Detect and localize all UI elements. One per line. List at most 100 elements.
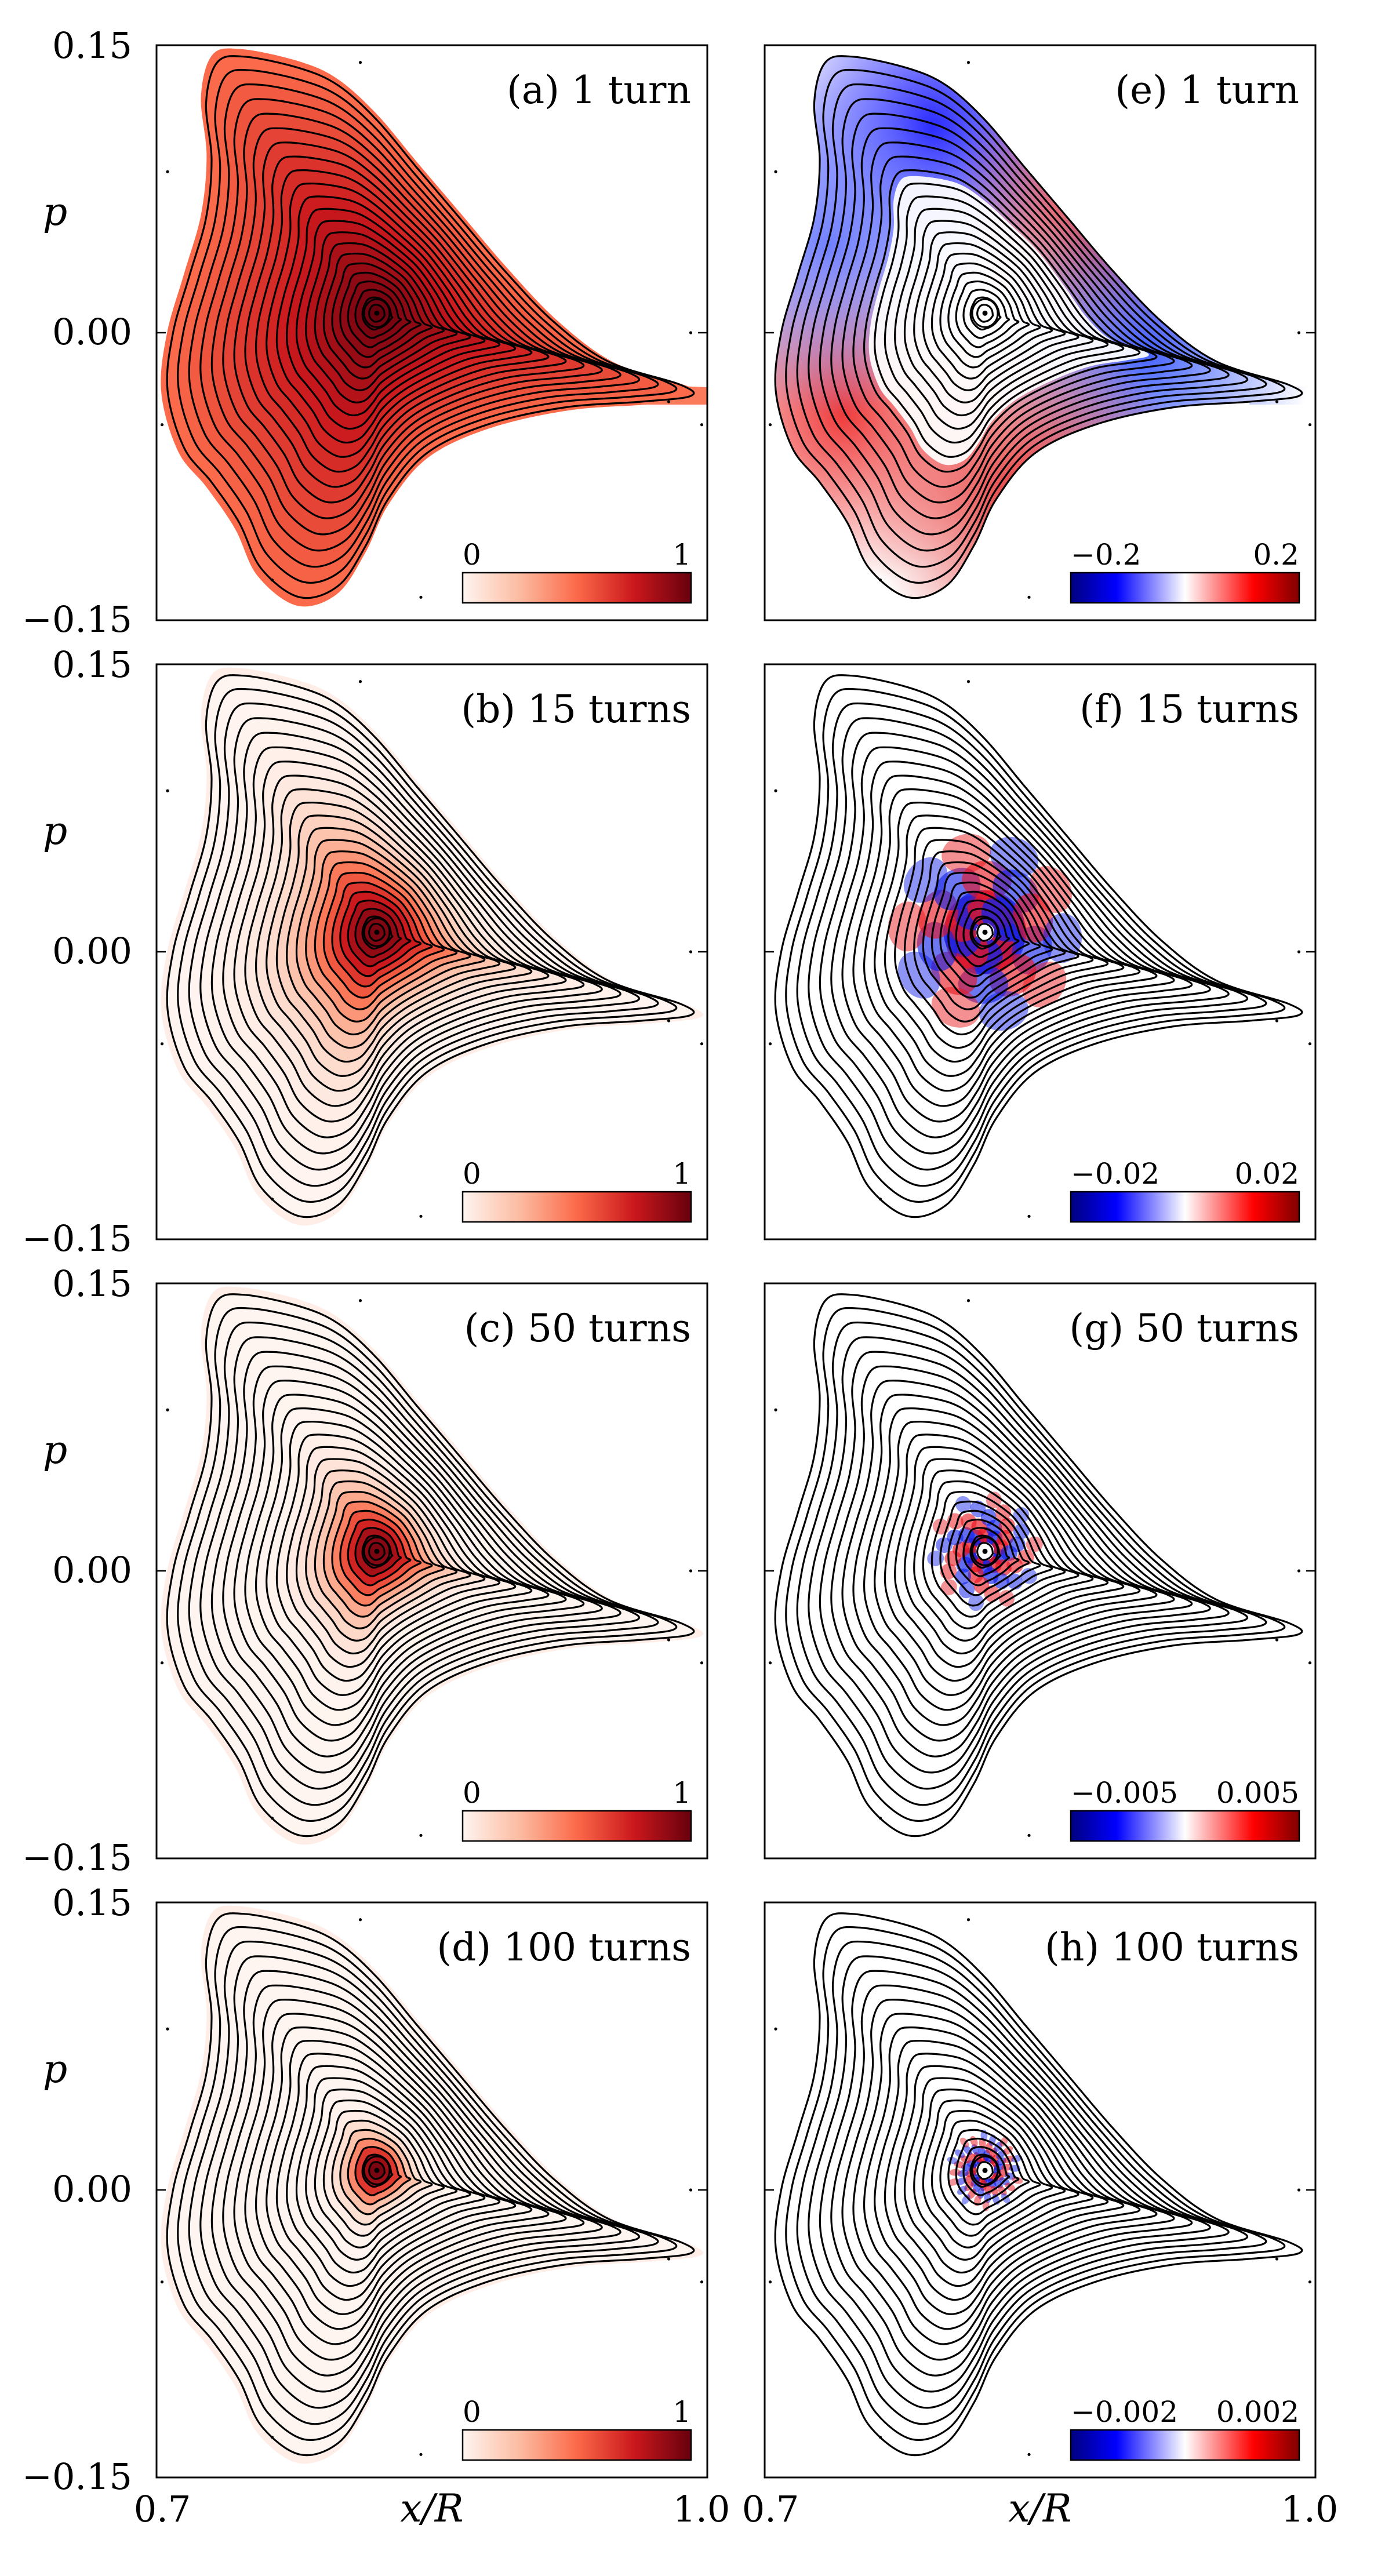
y-axis-labels: 0.15 0.00 −0.15 p 0.15 0.00 −0.15 p 0.15 0.00 −0.1…: [22, 24, 132, 2498]
contour: [275, 1433, 517, 1682]
contour: [955, 280, 1020, 348]
contour: [354, 289, 402, 339]
panel-a: (a) 1 turn 0 1: [155, 44, 708, 621]
contour: [244, 774, 567, 1107]
contour: [894, 827, 1109, 1049]
contour: [331, 262, 433, 369]
colorbar-min-label: −0.02: [1071, 1157, 1159, 1191]
contour: [947, 271, 1030, 358]
contour: [244, 155, 567, 488]
contour: [305, 1469, 471, 1642]
contour: [275, 814, 517, 1063]
y-tick-label: 0.15: [52, 643, 132, 686]
panel-e: (e) 1 turn −0.2 0.2: [764, 44, 1317, 621]
contour: [339, 271, 422, 358]
x-axis-label: x/R: [1008, 2486, 1071, 2531]
contour: [314, 1480, 458, 1629]
panel-title-a: (a) 1 turn: [507, 68, 691, 112]
contour: [976, 304, 994, 323]
contour: [361, 296, 394, 331]
colorbar-gradient: [461, 1810, 692, 1842]
colorbar-max-label: 0.005: [1216, 1776, 1299, 1810]
y-tick-label: 0.00: [52, 1549, 132, 1591]
contour: [255, 1407, 550, 1711]
contour: [947, 2129, 1030, 2215]
contour: [774, 55, 1303, 599]
contour: [331, 2119, 433, 2226]
contour: [368, 2161, 386, 2180]
y-axis-label: p: [43, 1428, 67, 1472]
x-axis-labels: 0.7 1.0 x/R 0.7 1.0 x/R: [134, 2486, 1339, 2531]
contour: [830, 127, 1211, 519]
y-tick-label: −0.15: [22, 2455, 132, 2498]
contour: [874, 801, 1141, 1077]
contour: [244, 1393, 567, 1726]
contour: [774, 1293, 1303, 1838]
colorbar-max-label: 0.2: [1253, 538, 1299, 572]
fixed-point: [374, 1548, 380, 1554]
contour: [884, 1433, 1125, 1682]
fixed-point: [374, 929, 380, 935]
contour-lines-b: [166, 674, 695, 1218]
stray-points-g: [768, 1299, 1312, 1837]
contour: [233, 141, 585, 504]
contour: [903, 220, 1094, 417]
colorbar-min-label: 0: [463, 538, 481, 572]
colorbar-e: −0.2 0.2: [1070, 538, 1300, 604]
contour: [774, 674, 1303, 1218]
heatmap-d: [160, 1905, 704, 2464]
y-tick-label: 0.15: [52, 24, 132, 67]
contour: [969, 2153, 1002, 2188]
y-tick-label: 0.15: [52, 1262, 132, 1305]
contour: [913, 2089, 1079, 2261]
contour: [339, 890, 422, 977]
contour-lines-e: [774, 55, 1303, 599]
contour: [976, 1542, 994, 1561]
contour: [913, 231, 1079, 403]
contour: [955, 2137, 1020, 2206]
contour: [210, 1970, 621, 2393]
contour: [295, 220, 486, 417]
contour: [199, 1336, 641, 1790]
colorbar-gradient: [1070, 572, 1300, 604]
contour: [286, 2065, 501, 2287]
panel-f: (f) 15 turns −0.02 0.02: [764, 663, 1317, 1240]
contour: [874, 2039, 1141, 2315]
contour: [841, 1380, 1193, 1742]
y-tick-label: −0.15: [22, 1217, 132, 1260]
fixed-point: [374, 2167, 380, 2173]
x-axis-label: x/R: [400, 2486, 463, 2531]
contour: [863, 2026, 1158, 2330]
colorbar-max-label: 0.02: [1235, 1157, 1299, 1191]
contour: [874, 1420, 1141, 1696]
contour: [177, 1926, 678, 2441]
contour: [361, 1534, 394, 1569]
heatmap-f: [768, 674, 1312, 1218]
contour: [233, 761, 585, 1123]
contour: [852, 774, 1175, 1107]
contour: [295, 839, 486, 1036]
heatmap-a: [160, 48, 707, 607]
contour: [962, 1527, 1010, 1577]
contour: [222, 746, 603, 1138]
contour: [305, 850, 471, 1023]
contour: [976, 2161, 994, 2180]
contour: [286, 1446, 501, 1668]
contour: [962, 289, 1010, 339]
contour: [210, 732, 621, 1155]
contour: [305, 2089, 471, 2261]
contour: [354, 908, 402, 958]
x-tick-label: 1.0: [673, 2488, 730, 2530]
colorbar-min-label: 0: [463, 2395, 481, 2429]
contour: [295, 2077, 486, 2274]
contour: [922, 861, 1066, 1010]
panel-title-d: (d) 100 turns: [437, 1925, 691, 1970]
panel-title-e: (e) 1 turn: [1115, 68, 1299, 112]
contour: [808, 1336, 1249, 1790]
contour: [266, 801, 533, 1077]
